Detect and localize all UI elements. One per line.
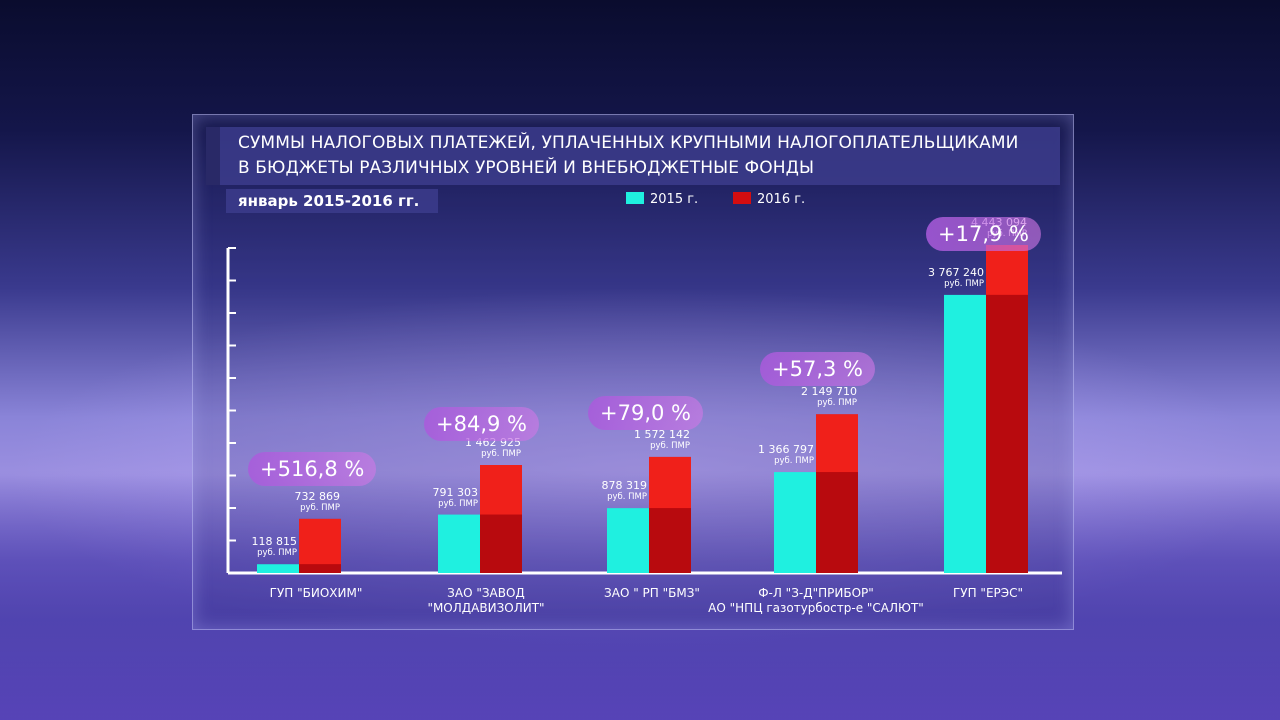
bar-2016-growth-segment	[480, 465, 522, 515]
category-label-line: ГУП "ЕРЭС"	[952, 586, 1024, 600]
value-label-2015: 118 815 руб. ПМР	[251, 535, 298, 559]
value-unit: руб. ПМР	[438, 498, 478, 509]
value-label-2016: 2 149 710 руб. ПМР	[801, 385, 857, 409]
bar-2016-growth-segment	[299, 518, 341, 565]
bar-2015	[438, 514, 480, 573]
legend-label-2015: 2015 г.	[650, 192, 699, 207]
value-number: 791 303	[432, 485, 479, 499]
value-unit: руб. ПМР	[300, 502, 340, 513]
bar-2016-base-segment	[299, 564, 341, 573]
value-unit: руб. ПМР	[650, 440, 690, 451]
value-number: 1 366 797	[758, 443, 814, 457]
bar-2015	[944, 294, 986, 573]
legend-swatch-2015	[626, 192, 644, 204]
bar-2016-growth-segment	[986, 245, 1028, 295]
value-unit: руб. ПМР	[817, 398, 857, 409]
category-label-line: ГУП "БИОХИМ"	[269, 586, 363, 600]
value-number: 3 767 240	[928, 265, 984, 279]
value-unit: руб. ПМР	[944, 278, 984, 289]
category-label: Ф-Л "З-Д"ПРИБОР" АО "НПЦ газотурбостр-е "…	[708, 586, 924, 616]
value-number: 118 815	[251, 535, 298, 549]
category-label-line: Ф-Л "З-Д"ПРИБОР"	[758, 586, 874, 600]
legend-label-2016: 2016 г.	[757, 192, 806, 207]
category-label: ЗАО "ЗАВОД "МОЛДАВИЗОЛИТ"	[427, 586, 544, 616]
value-label-2015: 791 303 руб. ПМР	[432, 485, 479, 509]
title-box: СУММЫ НАЛОГОВЫХ ПЛАТЕЖЕЙ, УПЛАЧЕННЫХ КРУ…	[206, 127, 1060, 185]
value-unit: руб. ПМР	[257, 548, 297, 559]
category-label-line: АО "НПЦ газотурбостр-е "САЛЮТ"	[708, 601, 924, 615]
value-number: 2 149 710	[801, 385, 857, 399]
change-badge: +17,9 %	[926, 217, 1041, 251]
bar-2016-base-segment	[816, 472, 858, 573]
bar-2016-base-segment	[480, 514, 522, 573]
value-number: 878 319	[601, 479, 648, 493]
chart-title-line-2: В БЮДЖЕТЫ РАЗЛИЧНЫХ УРОВНЕЙ И ВНЕБЮДЖЕТН…	[238, 158, 815, 178]
legend-item-2015: 2015 г.	[626, 192, 698, 207]
value-label-2015: 1 366 797 руб. ПМР	[758, 443, 814, 467]
value-label-2016: 1 572 142 руб. ПМР	[634, 427, 690, 451]
bar-2016-growth-segment	[816, 414, 858, 473]
category-label-line: ЗАО " РП "БМЗ"	[604, 586, 700, 600]
value-label-2016: 732 869 руб. ПМР	[294, 489, 341, 513]
legend-swatch-2016	[733, 192, 751, 204]
value-unit: руб. ПМР	[481, 449, 521, 459]
category-label-line: ЗАО "ЗАВОД	[447, 586, 525, 600]
change-badge: +79,0 %	[588, 396, 703, 430]
chart-title-line-1: СУММЫ НАЛОГОВЫХ ПЛАТЕЖЕЙ, УПЛАЧЕННЫХ КРУ…	[238, 133, 1019, 153]
change-badge: +84,9 %	[424, 407, 539, 441]
bar-2016-base-segment	[649, 508, 691, 573]
legend-item-2016: 2016 г.	[733, 192, 805, 207]
bar-2015	[257, 564, 299, 573]
category-label: ГУП "БИОХИМ"	[270, 586, 363, 601]
value-label-2015: 878 319 руб. ПМР	[601, 479, 648, 503]
value-unit: руб. ПМР	[774, 456, 814, 467]
bar-2016-base-segment	[986, 294, 1028, 573]
chart-subtitle: январь 2015-2016 гг.	[226, 189, 438, 213]
bar-2015	[774, 472, 816, 573]
category-label: ГУП "ЕРЭС"	[953, 586, 1023, 601]
category-label: ЗАО " РП "БМЗ"	[604, 586, 700, 601]
change-badge: +516,8 %	[248, 452, 377, 486]
bar-2015	[607, 508, 649, 573]
value-number: 732 869	[294, 489, 341, 503]
value-number: 1 572 142	[634, 427, 690, 441]
change-badge: +57,3 %	[760, 352, 875, 386]
category-label-line: "МОЛДАВИЗОЛИТ"	[427, 601, 545, 615]
value-label-2015: 3 767 240 руб. ПМР	[928, 265, 984, 289]
bar-2016-growth-segment	[649, 456, 691, 509]
value-unit: руб. ПМР	[607, 492, 647, 503]
